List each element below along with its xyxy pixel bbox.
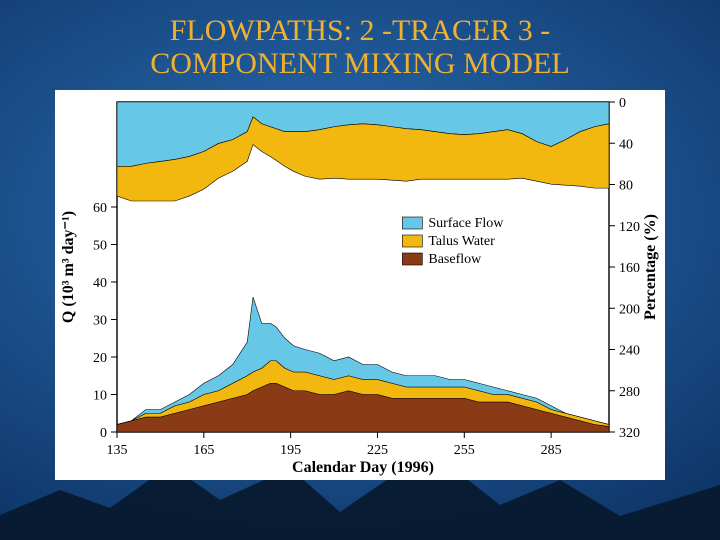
svg-text:80: 80 [619, 179, 633, 194]
svg-text:40: 40 [619, 137, 633, 152]
svg-text:225: 225 [367, 443, 388, 458]
svg-text:Baseflow: Baseflow [428, 252, 482, 267]
title-line1: FLOWPATHS: 2 -TRACER 3 - [170, 14, 551, 47]
svg-text:160: 160 [619, 261, 640, 276]
slide: FLOWPATHS: 2 -TRACER 3 - COMPONENT MIXIN… [0, 0, 720, 540]
chart-container: 135 165 195 225 255 285 0 10 20 30 40 50 60 0 40 80 120 1… [55, 90, 665, 480]
svg-text:285: 285 [541, 443, 562, 458]
title-line2: COMPONENT MIXING MODEL [150, 47, 569, 80]
svg-text:10: 10 [93, 389, 107, 404]
svg-text:195: 195 [280, 443, 301, 458]
svg-text:Talus Water: Talus Water [428, 234, 495, 249]
svg-text:0: 0 [100, 426, 107, 441]
svg-text:20: 20 [93, 351, 107, 366]
svg-text:0: 0 [619, 96, 626, 111]
svg-text:Calendar Day (1996): Calendar Day (1996) [292, 459, 434, 476]
svg-text:135: 135 [107, 443, 128, 458]
svg-text:Percentage (%): Percentage (%) [642, 214, 659, 320]
svg-text:40: 40 [93, 276, 107, 291]
svg-text:Surface Flow: Surface Flow [428, 216, 504, 231]
svg-text:120: 120 [619, 220, 640, 235]
chart-svg: 135 165 195 225 255 285 0 10 20 30 40 50 60 0 40 80 120 1… [55, 90, 665, 480]
svg-text:50: 50 [93, 239, 107, 254]
slide-title: FLOWPATHS: 2 -TRACER 3 - COMPONENT MIXIN… [0, 0, 720, 80]
svg-text:240: 240 [619, 344, 640, 359]
svg-text:200: 200 [619, 302, 640, 317]
svg-text:320: 320 [619, 426, 640, 441]
svg-text:60: 60 [93, 201, 107, 216]
svg-text:255: 255 [454, 443, 475, 458]
svg-text:Q (10³ m³ day⁻¹): Q (10³ m³ day⁻¹) [60, 211, 77, 323]
svg-text:280: 280 [619, 385, 640, 400]
svg-text:165: 165 [193, 443, 214, 458]
svg-text:30: 30 [93, 314, 107, 329]
